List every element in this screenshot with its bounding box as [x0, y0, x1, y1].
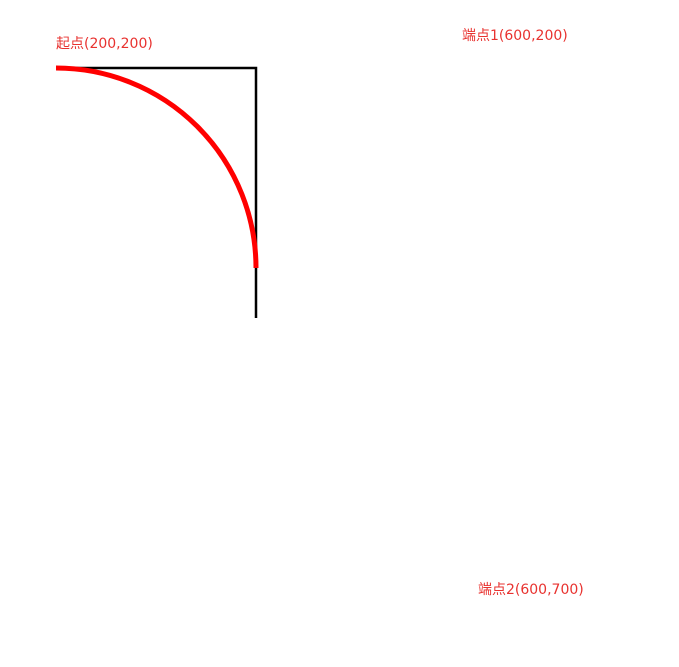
arcto-curve: [56, 68, 256, 268]
tangent-guide-line: [56, 68, 256, 318]
start-point-label: 起点(200,200): [56, 36, 153, 52]
end-point-2-label: 端点2(600,700): [478, 582, 584, 598]
end-point-1-label: 端点1(600,200): [462, 28, 568, 44]
